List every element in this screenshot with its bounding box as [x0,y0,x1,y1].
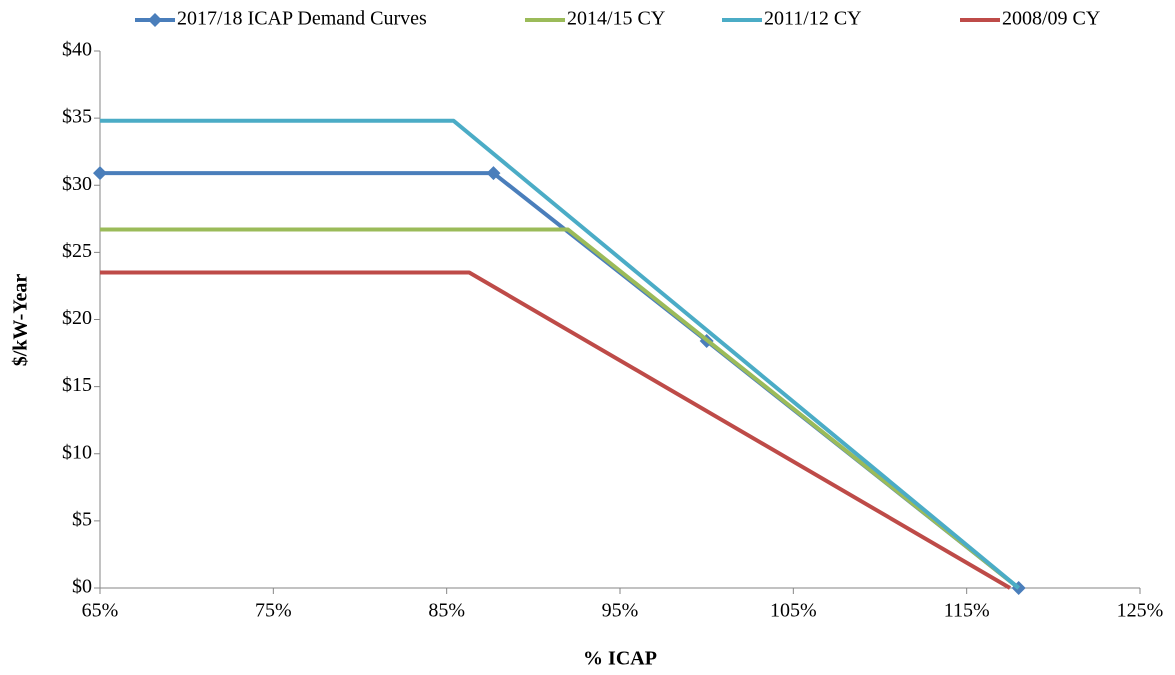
y-tick-label: $5 [72,508,92,530]
x-axis-title: % ICAP [583,648,657,670]
series-line [100,171,1020,590]
x-tick-label: 115% [944,600,990,622]
x-tick-label: 95% [602,600,639,622]
legend-label: 2011/12 CY [764,8,862,30]
y-tick-label: $20 [62,307,92,329]
y-tick-label: $30 [62,173,92,195]
x-tick-label: 65% [82,600,119,622]
x-tick-label: 85% [428,600,465,622]
series-marker [93,166,107,181]
y-tick-label: $40 [62,39,92,61]
y-axis-title: $/kW-Year [10,274,32,367]
y-tick-label: $10 [62,441,92,463]
series-line [100,270,1012,590]
y-tick-label: $0 [72,576,92,598]
x-tick-label: 105% [770,600,817,622]
series-line [100,227,1020,590]
legend-label: 2014/15 CY [567,8,665,30]
legend-label: 2017/18 ICAP Demand Curves [177,8,427,30]
y-tick-label: $35 [62,106,92,128]
y-tick-label: $25 [62,240,92,262]
series-line [100,118,1020,590]
legend-label: 2008/09 CY [1002,8,1100,30]
legend-marker [148,13,162,27]
y-tick-label: $15 [62,374,92,396]
x-tick-label: 75% [255,600,292,622]
series-marker [486,166,501,181]
x-tick-label: 125% [1117,600,1164,622]
